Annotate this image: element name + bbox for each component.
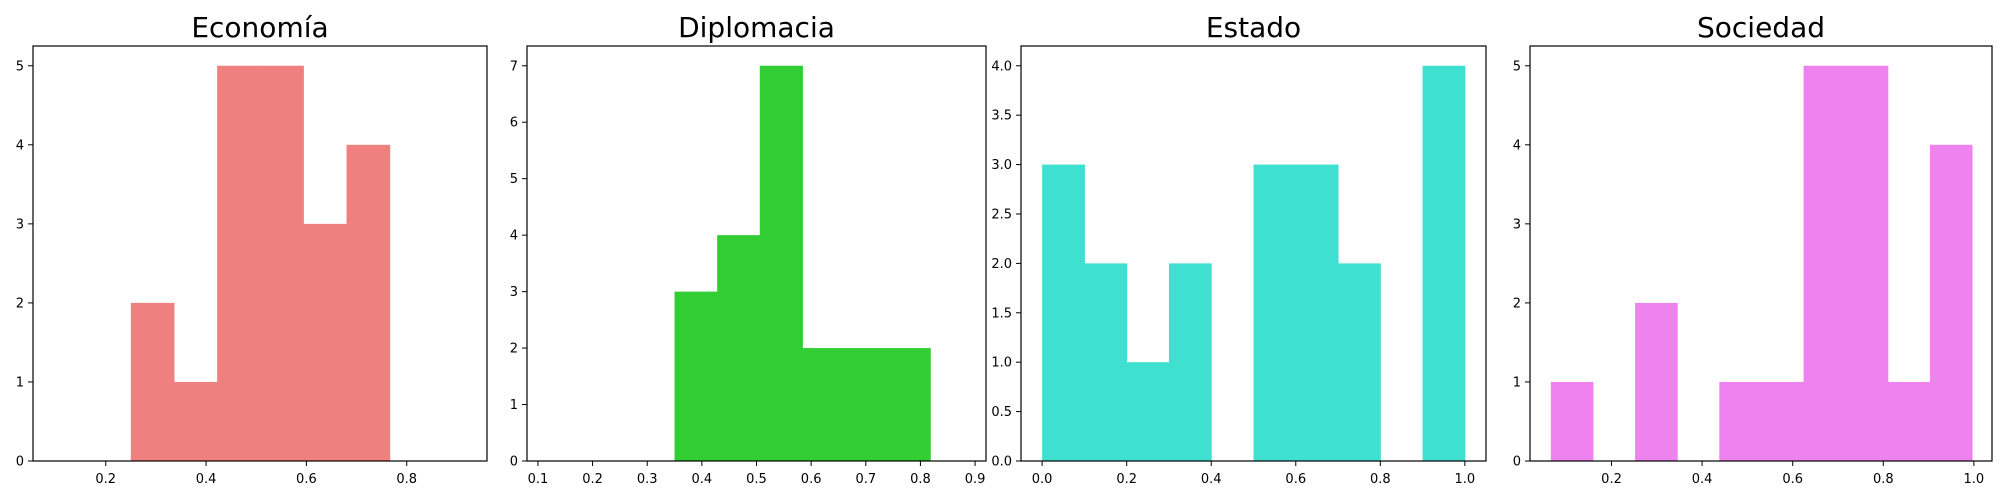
x-tick-label: 0.4 [1201, 472, 1222, 487]
histogram-bar [674, 291, 718, 461]
y-tick-label: 4 [1513, 138, 1521, 153]
y-tick-label: 0 [1513, 455, 1521, 470]
histogram-bar [346, 144, 391, 461]
y-tick-label: 4.0 [991, 59, 1012, 74]
histogram-bar [1550, 381, 1594, 461]
histogram-bar [1168, 263, 1212, 461]
chart-panel-4: 0.2 0.4 0.6 0.8 1.0 0 1 2 3 4 5 Sociedad [1513, 11, 1993, 487]
x-tick-label: 0.4 [692, 472, 713, 487]
y-tick-label: 5 [1513, 59, 1521, 74]
plot-frame [1529, 45, 1993, 462]
x-tick-label: 0.4 [1692, 472, 1713, 487]
histogram-bar [1929, 144, 1973, 461]
histogram-bar [1635, 302, 1678, 461]
y-tick-label: 3 [1513, 217, 1521, 232]
chart-title: Sociedad [1697, 11, 1825, 44]
x-tick-label: 1.0 [1964, 472, 1985, 487]
y-tick-label: 6 [510, 116, 518, 131]
y-tick-label: 0.5 [991, 405, 1012, 420]
histogram-bar [303, 223, 348, 461]
y-tick-label: 3.5 [991, 109, 1012, 124]
y-tick-label: 0 [16, 455, 24, 470]
x-tick-label: 0.7 [855, 472, 876, 487]
histogram-bar [1845, 65, 1889, 461]
x-tick-label: 0.6 [801, 472, 822, 487]
histogram-bar [1887, 381, 1931, 461]
x-tick-label: 0.8 [1873, 472, 1894, 487]
plot-frame [1020, 45, 1487, 462]
x-tick-label: 0.6 [1285, 472, 1306, 487]
histogram-bar [1761, 381, 1805, 461]
y-tick-label: 3 [16, 217, 24, 232]
y-tick-label: 2.5 [991, 207, 1012, 222]
histogram-bar [217, 65, 261, 461]
y-tick-label: 4 [510, 229, 518, 244]
chart-panel-1: 0.2 0.4 0.6 0.8 0 1 2 3 4 5 Economía [16, 11, 488, 487]
chart-title: Economía [191, 11, 328, 44]
chart-panel-3: 0.0 0.2 0.4 0.6 0.8 1.0 0.0 0.5 1.0 1.5 2.0 2.5 3.0 3… [991, 11, 1487, 487]
x-tick-label: 0.1 [528, 472, 549, 487]
histogram-bar [130, 302, 175, 461]
x-tick-label: 0.0 [1032, 472, 1053, 487]
histogram-bar [1084, 263, 1128, 461]
histogram-bar [717, 235, 761, 461]
histogram-bar [260, 65, 304, 461]
histogram-bar [802, 348, 846, 461]
y-tick-label: 2 [510, 342, 518, 357]
x-tick-label: 0.6 [1782, 472, 1803, 487]
histogram-bar [1295, 164, 1339, 461]
x-tick-label: 0.2 [1601, 472, 1622, 487]
x-tick-label: 0.8 [396, 472, 417, 487]
y-tick-label: 4 [16, 138, 24, 153]
y-tick-label: 1 [510, 398, 518, 413]
histogram-bar [1719, 381, 1762, 461]
chart-title: Estado [1206, 11, 1301, 44]
y-tick-label: 1 [16, 375, 24, 390]
histogram-bar [845, 348, 889, 461]
x-tick-label: 0.2 [95, 472, 116, 487]
y-tick-label: 2.0 [991, 257, 1012, 272]
histogram-bar [1338, 263, 1381, 461]
x-tick-label: 0.3 [637, 472, 658, 487]
x-tick-label: 0.9 [965, 472, 986, 487]
y-tick-label: 2 [16, 296, 24, 311]
y-tick-label: 5 [16, 59, 24, 74]
y-tick-label: 1 [1513, 375, 1521, 390]
x-tick-label: 0.6 [296, 472, 317, 487]
x-tick-label: 0.2 [582, 472, 603, 487]
y-tick-label: 0 [510, 455, 518, 470]
y-tick-label: 7 [510, 59, 518, 74]
histogram-bar [1126, 362, 1170, 461]
y-tick-label: 3.0 [991, 158, 1012, 173]
histogram-bar [1422, 65, 1466, 461]
x-tick-label: 0.2 [1116, 472, 1137, 487]
y-tick-label: 1.0 [991, 356, 1012, 371]
x-tick-label: 0.4 [196, 472, 217, 487]
y-tick-label: 3 [510, 285, 518, 300]
y-tick-label: 1.5 [991, 306, 1012, 321]
y-tick-label: 5 [510, 172, 518, 187]
plot-frame [32, 45, 488, 462]
histogram-bar [887, 348, 931, 461]
x-tick-label: 0.5 [746, 472, 767, 487]
x-tick-label: 0.8 [1370, 472, 1391, 487]
histogram-bar [759, 65, 803, 461]
histogram-bar [1803, 65, 1847, 461]
y-tick-label: 2 [1513, 296, 1521, 311]
histogram-bar [173, 381, 218, 461]
chart-panel-2: 0.1 0.2 0.3 0.4 0.5 0.6 0.7 0.8 0.9 0 1 2 3 4 5 6 7 Diplo… [510, 11, 987, 487]
histogram-bar [1042, 164, 1085, 461]
chart-title: Diplomacia [678, 11, 835, 44]
x-tick-label: 1.0 [1455, 472, 1476, 487]
x-tick-label: 0.8 [910, 472, 931, 487]
histogram-bar [1253, 164, 1297, 461]
y-tick-label: 0.0 [991, 455, 1012, 470]
